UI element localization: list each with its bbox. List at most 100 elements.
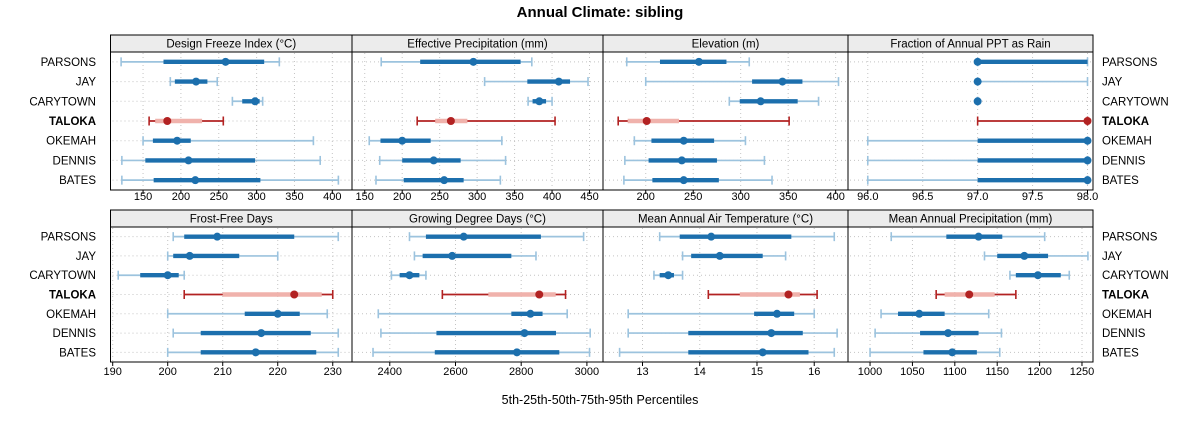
percentile-row-dennis xyxy=(172,328,340,338)
station-label-right-carytown: CARYTOWN xyxy=(1102,270,1169,282)
panel-1: Design Freeze Index (°C) 150 200 250 300 350 4… xyxy=(110,34,353,203)
median-dot xyxy=(756,97,765,106)
panel-8: Mean Annual Precipitation (mm) 1000 1050 11… xyxy=(847,209,1094,378)
median-dot xyxy=(191,176,200,185)
panel-strip-title: Mean Annual Precipitation (mm) xyxy=(889,214,1053,226)
station-label-right-parsons: PARSONS xyxy=(1102,57,1158,69)
percentile-row-bates xyxy=(623,175,773,185)
percentile-row-jay xyxy=(644,77,840,87)
station-label-left-dennis: DENNIS xyxy=(53,155,97,167)
percentile-row-carytown xyxy=(231,96,264,106)
x-tick-label: 150 xyxy=(134,191,152,203)
median-dot xyxy=(213,232,222,241)
median-dot xyxy=(973,57,982,66)
median-dot xyxy=(520,329,529,338)
median-dot xyxy=(679,136,688,145)
x-axis: 13 14 15 16 xyxy=(636,228,820,378)
percentile-row-parsons xyxy=(120,57,281,67)
x-tick-label: 1000 xyxy=(858,366,882,378)
station-label-left-carytown: CARYTOWN xyxy=(29,96,96,108)
panel-6: Growing Degree Days (°C) 2400 2600 2800 3000 xyxy=(351,209,604,378)
median-dot xyxy=(554,77,563,86)
percentile-row-jay xyxy=(983,251,1089,261)
percentile-row-bates xyxy=(121,175,340,185)
x-tick-label: 96.5 xyxy=(912,191,933,203)
percentile-row-parsons xyxy=(890,232,1046,242)
median-dot xyxy=(184,156,193,165)
percentile-row-bates xyxy=(869,347,1001,357)
percentile-row-carytown xyxy=(653,270,684,280)
median-dot xyxy=(1083,117,1092,125)
x-axis: 1000 1050 1100 1150 1200 1250 xyxy=(858,228,1094,378)
panel-4: Fraction of Annual PPT as Rain 96.0 96.5 97… xyxy=(847,34,1098,203)
x-tick-label: 400 xyxy=(323,191,341,203)
x-tick-label: 98.0 xyxy=(1077,191,1098,203)
median-dot xyxy=(642,117,651,125)
panel-strip-title: Fraction of Annual PPT as Rain xyxy=(890,39,1050,51)
median-dot xyxy=(784,290,793,299)
median-dot xyxy=(767,329,776,338)
percentile-row-okemah xyxy=(880,309,990,319)
median-dot xyxy=(944,329,953,338)
x-tick-label: 13 xyxy=(636,366,648,378)
percentile-row-jay xyxy=(169,77,219,87)
median-dot xyxy=(707,232,716,241)
median-dot xyxy=(1033,271,1042,280)
median-dot xyxy=(715,251,724,260)
x-tick-label: 2400 xyxy=(378,366,402,378)
median-dot xyxy=(192,77,201,86)
median-dot xyxy=(173,136,182,145)
median-dot xyxy=(251,348,260,357)
median-dot xyxy=(664,271,673,280)
percentile-row-dennis xyxy=(121,155,322,165)
percentile-row-carytown xyxy=(973,96,982,106)
station-label-right-carytown: CARYTOWN xyxy=(1102,96,1169,108)
median-dot xyxy=(459,232,468,241)
station-label-right-dennis: DENNIS xyxy=(1102,155,1146,167)
x-tick-label: 14 xyxy=(694,366,706,378)
x-tick-label: 96.0 xyxy=(857,191,878,203)
percentile-row-bates xyxy=(618,347,836,357)
median-dot xyxy=(1083,176,1092,185)
x-tick-label: 450 xyxy=(580,191,598,203)
station-label-left-bates: BATES xyxy=(59,175,96,187)
percentile-row-carytown xyxy=(390,270,427,280)
percentile-row-jay xyxy=(483,77,589,87)
x-tick-label: 2800 xyxy=(509,366,533,378)
x-axis: 190 200 210 220 230 xyxy=(104,228,342,378)
x-tick-label: 250 xyxy=(684,191,702,203)
station-label-left-okemah: OKEMAH xyxy=(46,309,96,321)
median-dot xyxy=(778,77,787,86)
median-dot xyxy=(965,290,974,299)
median-dot xyxy=(448,251,457,260)
x-tick-label: 15 xyxy=(751,366,763,378)
x-tick-label: 16 xyxy=(808,366,820,378)
median-dot xyxy=(1083,136,1092,145)
median-dot xyxy=(526,309,535,318)
median-dot xyxy=(694,57,703,66)
x-tick-label: 350 xyxy=(505,191,523,203)
median-dot xyxy=(273,309,282,318)
median-dot xyxy=(398,136,407,145)
percentile-row-taloka xyxy=(935,290,1017,299)
percentile-row-dennis xyxy=(866,155,1092,165)
x-tick-label: 250 xyxy=(430,191,448,203)
x-tick-label: 230 xyxy=(324,366,342,378)
percentile-row-dennis xyxy=(874,328,1003,338)
x-tick-label: 1100 xyxy=(943,366,967,378)
x-tick-label: 220 xyxy=(269,366,287,378)
station-label-right-parsons: PARSONS xyxy=(1102,232,1158,244)
percentile-row-bates xyxy=(166,347,340,357)
percentile-row-taloka xyxy=(183,290,334,299)
median-dot xyxy=(974,232,983,241)
percentile-row-jay xyxy=(973,77,1089,87)
median-dot xyxy=(1083,156,1092,165)
station-label-right-taloka: TALOKA xyxy=(1102,290,1149,302)
x-tick-label: 250 xyxy=(210,191,228,203)
median-dot xyxy=(535,97,544,106)
percentile-row-carytown xyxy=(728,96,820,106)
median-dot xyxy=(440,176,449,185)
percentile-row-bates xyxy=(375,175,502,185)
median-dot xyxy=(163,117,172,125)
